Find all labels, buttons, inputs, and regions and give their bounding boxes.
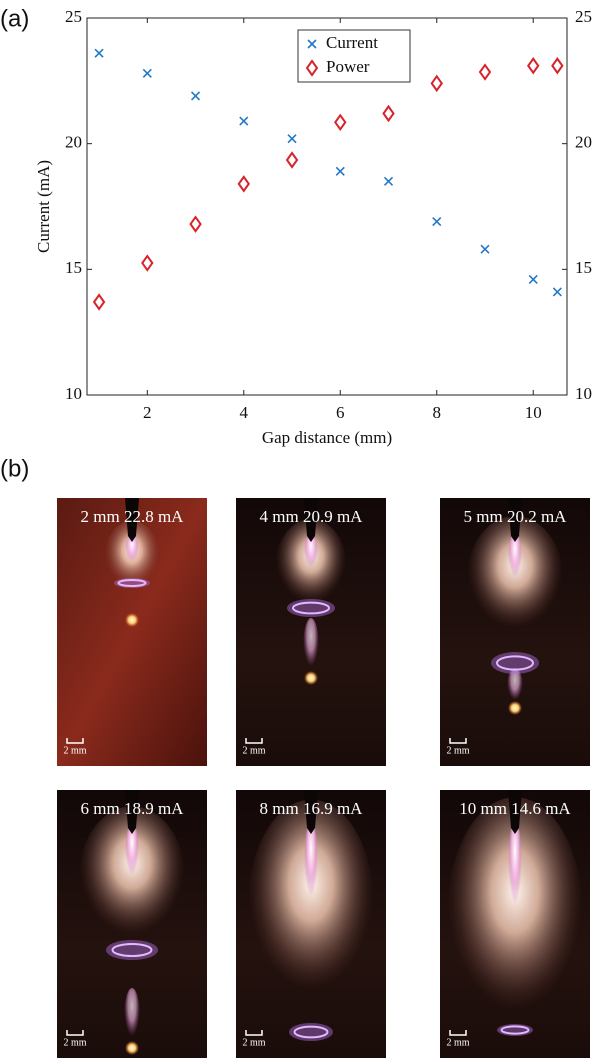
photo: 5 mm 20.2 mA 2 mm: [440, 498, 590, 766]
scale-bar: [245, 738, 263, 744]
plasma-core: [304, 819, 318, 916]
ring: [293, 1025, 329, 1039]
photo-caption: 8 mm 16.9 mA: [260, 799, 364, 818]
photo: 6 mm 18.9 mA 2 mm: [57, 790, 207, 1058]
bright-spot: [125, 613, 139, 627]
diamond-marker: [189, 215, 202, 233]
ring: [496, 655, 534, 671]
plasma-core: [508, 818, 522, 925]
diamond-marker: [92, 293, 106, 311]
legend-label: Power: [326, 57, 370, 76]
diamond-marker: [237, 175, 251, 193]
x-marker: [190, 91, 201, 101]
panel-label: (a): [0, 5, 29, 32]
y-tick-label: 25: [65, 7, 82, 26]
y-axis-label: Current (mA): [34, 160, 53, 253]
photo-caption: 4 mm 20.9 mA: [260, 507, 364, 526]
scale-bar: [66, 738, 84, 744]
x-marker: [383, 176, 394, 186]
plasma-core: [304, 533, 318, 576]
x-marker: [552, 287, 562, 297]
x-tick-label: 8: [432, 403, 441, 422]
diamond-marker: [141, 254, 154, 272]
scale-label: 2 mm: [63, 1037, 86, 1048]
photo: 10 mm 14.6 mA 2 mm: [440, 790, 590, 1058]
photo-caption: 6 mm 18.9 mA: [81, 799, 185, 818]
ring: [500, 1025, 530, 1035]
bright-spot: [125, 1041, 139, 1055]
plot-frame: [86, 17, 568, 396]
scale-label: 2 mm: [242, 1037, 265, 1048]
scale-bar: [449, 738, 467, 744]
plasma-core: [125, 823, 139, 888]
scale-label: 2 mm: [242, 745, 265, 756]
photo-caption: 2 mm 22.8 mA: [81, 507, 185, 526]
x-marker: [94, 48, 104, 58]
diamond-marker: [478, 63, 492, 81]
x-marker: [480, 244, 490, 254]
scale-label: 2 mm: [63, 745, 86, 756]
lower-glow: [124, 988, 140, 1048]
scale-bar: [66, 1030, 84, 1036]
x-marker: [287, 134, 297, 144]
x-marker: [307, 39, 317, 49]
x-axis-label: Gap distance (mm): [262, 428, 392, 447]
plasma-core: [508, 532, 522, 588]
diamond-marker: [551, 57, 564, 75]
photo: 2 mm 22.8 mA 2 mm: [57, 498, 207, 766]
y2-tick-label: 25: [575, 7, 592, 26]
x-tick-label: 4: [240, 403, 249, 422]
diamond-marker: [334, 113, 347, 132]
x-tick-label: 6: [336, 403, 345, 422]
legend-box: [297, 29, 411, 83]
photo-caption: 5 mm 20.2 mA: [464, 507, 568, 526]
y2-tick-label: 20: [575, 133, 592, 152]
x-marker: [335, 166, 345, 176]
photo-caption: 10 mm 14.6 mA: [459, 799, 571, 818]
lower-glow: [507, 668, 523, 708]
electrode: [125, 790, 139, 834]
y-tick-label: 15: [65, 258, 82, 277]
diamond-marker: [305, 59, 319, 77]
diamond-marker: [285, 151, 299, 169]
scale-label: 2 mm: [446, 1037, 469, 1048]
y2-tick-label: 15: [575, 258, 592, 277]
ring: [292, 601, 330, 615]
ring: [111, 943, 153, 957]
electrode: [304, 790, 318, 834]
diamond-marker: [527, 57, 540, 75]
bright-spot: [508, 701, 522, 715]
legend-label: Current: [326, 33, 378, 52]
x-marker: [239, 116, 249, 126]
diamond-marker: [430, 74, 443, 93]
plasma-core: [125, 534, 139, 568]
diamond-marker: [382, 104, 395, 123]
panel-label: (b): [0, 455, 29, 482]
y-tick-label: 20: [65, 133, 82, 152]
x-marker: [432, 217, 442, 227]
electrode: [508, 790, 522, 834]
scale-bar: [245, 1030, 263, 1036]
y-tick-label: 10: [65, 384, 82, 403]
x-tick-label: 10: [525, 403, 542, 422]
electrode: [304, 498, 318, 542]
y2-tick-label: 10: [575, 384, 592, 403]
ring: [117, 579, 147, 587]
electrode: [125, 498, 139, 542]
x-marker: [142, 68, 152, 78]
photo: 4 mm 20.9 mA 2 mm: [236, 498, 386, 766]
scale-bar: [449, 1030, 467, 1036]
scale-label: 2 mm: [446, 745, 469, 756]
photo: 8 mm 16.9 mA 2 mm: [236, 790, 386, 1058]
bright-spot: [304, 671, 318, 685]
electrode: [508, 498, 522, 542]
x-marker: [528, 274, 538, 284]
lower-glow: [303, 618, 319, 678]
x-tick-label: 2: [143, 403, 152, 422]
ring-glow: [491, 652, 539, 674]
